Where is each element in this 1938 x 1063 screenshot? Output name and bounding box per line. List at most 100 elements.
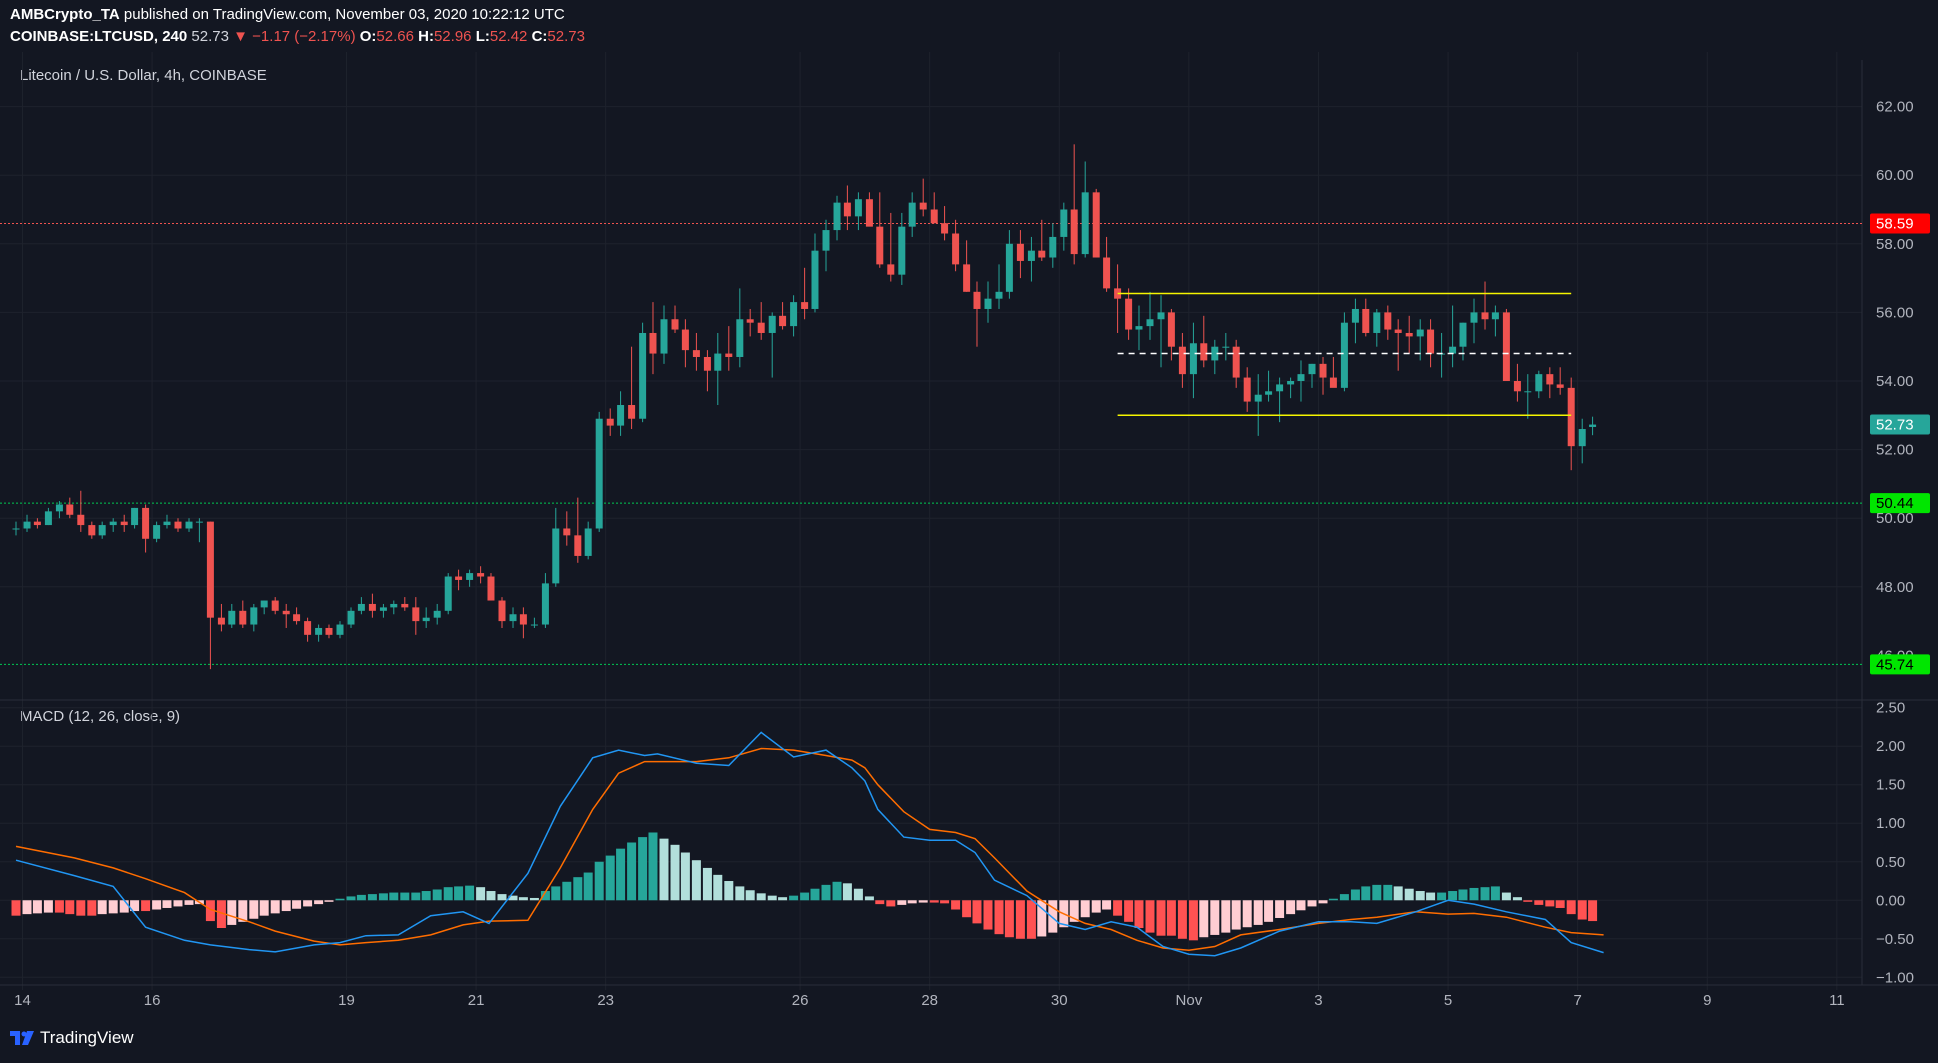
macd-histogram-bar bbox=[691, 860, 701, 901]
candle-up bbox=[12, 528, 20, 530]
time-tick-label: 21 bbox=[468, 992, 485, 1009]
macd-tick-label: 1.50 bbox=[1876, 777, 1905, 794]
candle-up bbox=[466, 573, 474, 580]
macd-histogram-bar bbox=[1026, 900, 1036, 939]
macd-tick-label: −1.00 bbox=[1876, 969, 1914, 986]
candle-down bbox=[1038, 250, 1046, 258]
candle-up bbox=[98, 525, 106, 536]
candle-up bbox=[1146, 319, 1154, 327]
candle-up bbox=[898, 226, 906, 275]
macd-histogram-bar bbox=[1350, 889, 1360, 901]
candle-up bbox=[908, 202, 916, 227]
macd-histogram-bar bbox=[573, 877, 583, 901]
price-badge bbox=[1870, 493, 1930, 514]
candle-down bbox=[746, 319, 754, 323]
tradingview-footer[interactable]: TradingView bbox=[10, 1028, 134, 1048]
candle-down bbox=[1103, 257, 1111, 289]
candle-up bbox=[1276, 384, 1284, 392]
candle-down bbox=[757, 322, 765, 333]
candle-up bbox=[357, 603, 365, 611]
close-value: 52.73 bbox=[547, 28, 585, 45]
candle-up bbox=[660, 319, 668, 354]
macd-histogram-bar bbox=[1145, 900, 1155, 933]
publisher-name[interactable]: AMBCrypto_TA bbox=[10, 6, 120, 23]
macd-histogram-bar bbox=[43, 900, 53, 913]
high-value: 52.96 bbox=[433, 28, 472, 45]
tradingview-logo-icon bbox=[10, 1031, 34, 1045]
macd-histogram-bar bbox=[562, 881, 572, 901]
macd-line bbox=[15, 731, 1604, 957]
time-tick-label: 9 bbox=[1703, 992, 1711, 1009]
candle-down bbox=[865, 199, 873, 227]
macd-histogram-bar bbox=[1490, 886, 1500, 901]
macd-histogram-bar bbox=[1339, 894, 1349, 901]
time-tick-label: 7 bbox=[1574, 992, 1582, 1009]
candle-down bbox=[519, 614, 527, 625]
candle-up bbox=[195, 521, 203, 523]
macd-histogram-bar bbox=[227, 900, 237, 925]
candle-up bbox=[854, 199, 862, 217]
macd-histogram-bar bbox=[962, 900, 972, 918]
macd-histogram-bar bbox=[314, 900, 324, 905]
candle-up bbox=[541, 583, 549, 625]
price-badge bbox=[1870, 414, 1930, 435]
candle-up bbox=[768, 315, 776, 333]
candle-up bbox=[1135, 326, 1143, 330]
candle-up bbox=[1459, 322, 1467, 347]
candle-down bbox=[1427, 329, 1435, 354]
macd-histogram-bar bbox=[486, 891, 496, 901]
candle-down bbox=[628, 405, 636, 419]
chart-canvas[interactable]: 48.0050.0052.0054.0056.0058.0060.0062.00… bbox=[0, 0, 1938, 1020]
candle-up bbox=[790, 302, 798, 327]
candle-down bbox=[487, 576, 495, 601]
macd-histogram-bar bbox=[54, 900, 64, 913]
candle-up bbox=[1373, 312, 1381, 333]
macd-histogram-bar bbox=[1069, 900, 1079, 922]
price-tick-label: 54.00 bbox=[1876, 373, 1914, 390]
macd-histogram-bar bbox=[1253, 900, 1263, 925]
macd-histogram-bar bbox=[292, 900, 302, 909]
candle-down bbox=[1546, 374, 1554, 385]
candle-down bbox=[1232, 346, 1240, 378]
candle-down bbox=[843, 202, 851, 217]
time-tick-label: 19 bbox=[338, 992, 355, 1009]
candle-down bbox=[174, 521, 182, 529]
macd-histogram-bar bbox=[389, 892, 399, 901]
macd-histogram-bar bbox=[1501, 892, 1511, 901]
macd-histogram-bar bbox=[184, 900, 194, 905]
macd-histogram-bar bbox=[918, 900, 928, 903]
macd-tick-label: 2.50 bbox=[1876, 700, 1905, 717]
price-pane-title: Litecoin / U.S. Dollar, 4h, COINBASE bbox=[20, 67, 267, 84]
macd-histogram-bar bbox=[605, 855, 615, 901]
candle-up bbox=[153, 525, 161, 539]
published-text: published on TradingView.com, November 0… bbox=[123, 6, 565, 23]
macd-histogram-bar bbox=[1102, 900, 1112, 910]
macd-histogram-bar bbox=[421, 891, 431, 901]
candle-down bbox=[1319, 363, 1327, 378]
macd-histogram-bar bbox=[1221, 900, 1231, 933]
candle-down bbox=[574, 535, 582, 556]
macd-histogram-bar bbox=[648, 832, 658, 901]
symbol-label[interactable]: COINBASE:LTCUSD, 240 bbox=[10, 28, 188, 45]
candle-down bbox=[919, 202, 927, 210]
macd-histogram-bar bbox=[216, 900, 226, 928]
candle-up bbox=[336, 624, 344, 635]
macd-histogram-bar bbox=[497, 894, 507, 901]
macd-histogram-bar bbox=[518, 897, 528, 901]
macd-histogram-bar bbox=[356, 894, 366, 901]
macd-histogram-bar bbox=[1372, 884, 1382, 901]
candle-down bbox=[1092, 192, 1100, 258]
macd-histogram-bar bbox=[1166, 900, 1176, 936]
candle-down bbox=[1167, 312, 1175, 347]
candle-up bbox=[347, 610, 355, 625]
macd-histogram-bar bbox=[1469, 887, 1479, 901]
time-tick-label: 11 bbox=[1829, 992, 1845, 1009]
macd-histogram-bar bbox=[1566, 900, 1576, 915]
time-tick-label: 23 bbox=[597, 992, 614, 1009]
macd-histogram-bar bbox=[1555, 900, 1565, 908]
candle-down bbox=[1405, 332, 1413, 337]
candle-down bbox=[1243, 377, 1251, 402]
candle-down bbox=[271, 600, 279, 611]
macd-histogram-bar bbox=[659, 838, 669, 901]
